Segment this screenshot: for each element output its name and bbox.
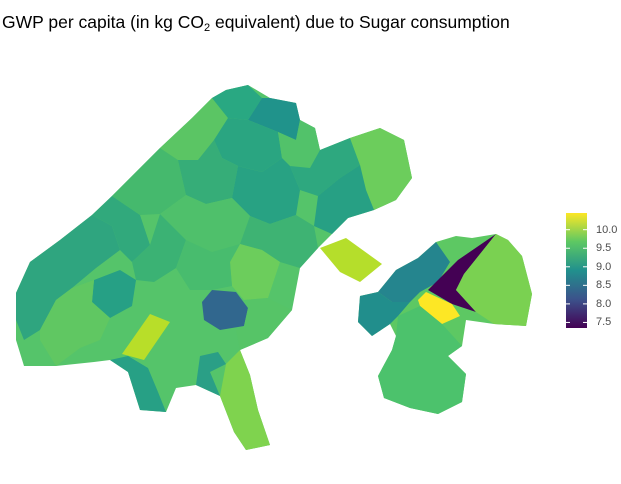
district-north-teal-c bbox=[214, 118, 282, 172]
color-legend: 10.0 9.5 9.0 8.5 8.0 7.5 bbox=[566, 213, 617, 333]
main-city-region bbox=[16, 85, 412, 450]
district-east-south bbox=[378, 306, 466, 414]
district-north-central bbox=[178, 140, 238, 204]
district-east-light bbox=[456, 234, 532, 326]
east-city-region bbox=[358, 234, 532, 414]
district-east-band-a bbox=[290, 138, 360, 196]
district-south-tail bbox=[220, 350, 270, 450]
district-inner-west bbox=[132, 214, 186, 282]
legend-tick-label: 9.0 bbox=[596, 260, 612, 273]
district-darkest bbox=[428, 234, 496, 312]
district-dark-blue bbox=[202, 290, 248, 330]
district-center-east bbox=[240, 215, 318, 268]
district-sw-teal bbox=[92, 270, 136, 318]
district-south-yellow bbox=[122, 314, 170, 360]
district-east-teal bbox=[378, 242, 450, 302]
legend-tick-label: 10.0 bbox=[596, 223, 618, 236]
district-northwest bbox=[112, 148, 186, 215]
district-south-west-green bbox=[40, 280, 110, 366]
district-yellow bbox=[418, 292, 460, 324]
map-title: GWP per capita (in kg CO2 equivalent) du… bbox=[2, 12, 510, 34]
district-north-east-band bbox=[278, 120, 320, 168]
district-south-teal-tip-b bbox=[196, 352, 226, 396]
district-north-light bbox=[160, 98, 228, 160]
district-east-band-c bbox=[314, 165, 374, 234]
district-west-coast bbox=[16, 215, 120, 340]
legend-tick-label: 8.0 bbox=[596, 297, 612, 310]
district-north-teal-a bbox=[212, 85, 262, 120]
legend-gradient bbox=[566, 213, 587, 328]
legend-tick-label: 7.5 bbox=[596, 316, 612, 329]
district-east-teal-b bbox=[358, 292, 410, 336]
legend-tick-label: 8.5 bbox=[596, 279, 612, 292]
district-center-green bbox=[160, 195, 250, 252]
district-west-inner bbox=[92, 196, 150, 262]
district-south-teal-tip bbox=[110, 356, 166, 412]
district-center-teal bbox=[232, 158, 300, 224]
district-lime bbox=[320, 238, 382, 282]
legend-tick-label: 9.5 bbox=[596, 242, 612, 255]
district-north-teal-b bbox=[248, 98, 300, 140]
district-center-south bbox=[176, 240, 240, 290]
district-center-light bbox=[230, 244, 280, 300]
district-south-central bbox=[236, 298, 292, 350]
legend-colorbar bbox=[566, 213, 587, 328]
district-east-band-b bbox=[350, 128, 412, 210]
